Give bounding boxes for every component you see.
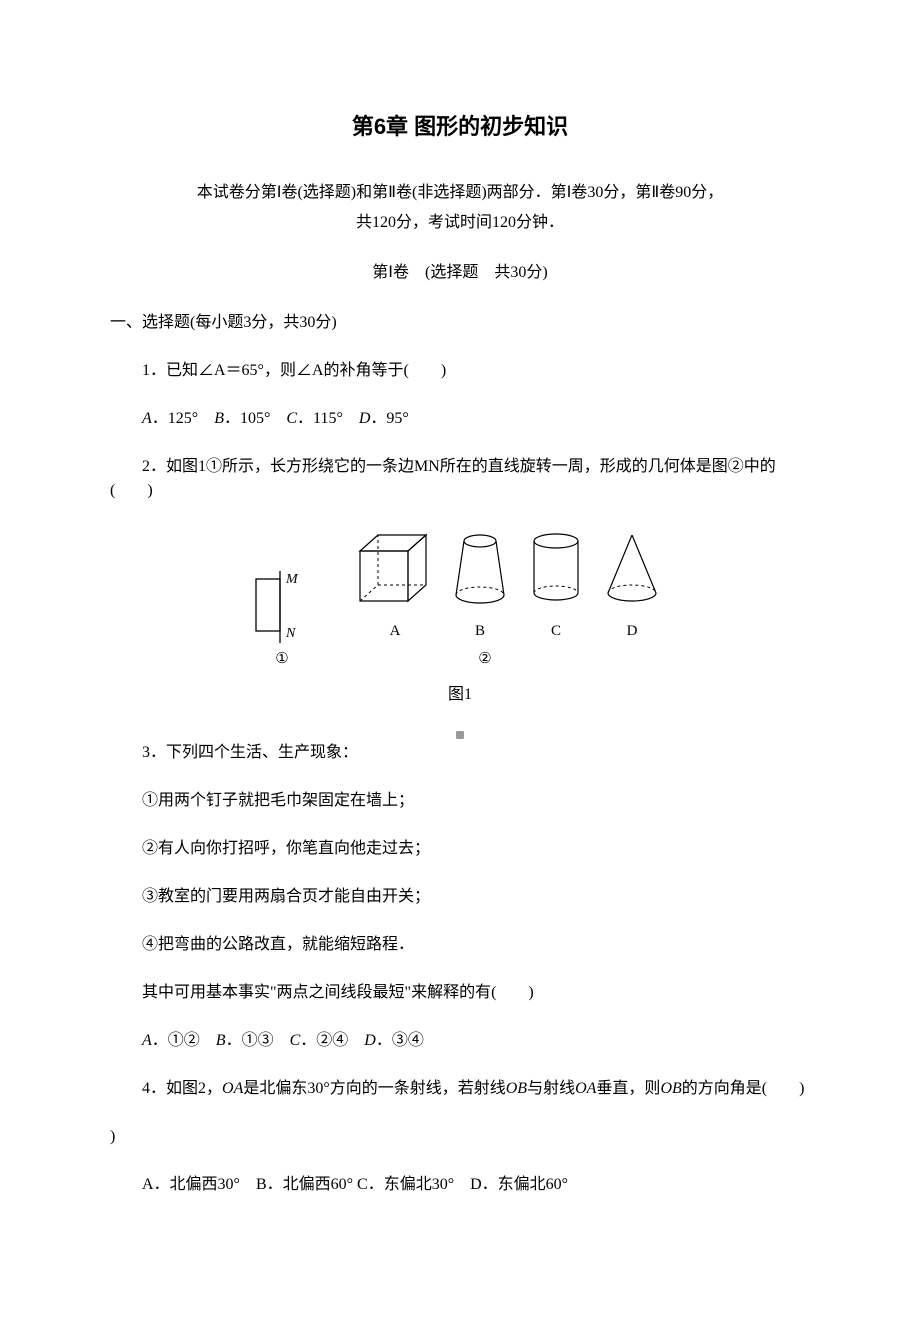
figure-1-caption: 图1 (110, 683, 810, 707)
label-m: M (285, 572, 299, 587)
question-3-text: 3．下列四个生活、生产现象： (110, 741, 810, 765)
question-1-options: A．125° B．105° C．115° D．95° (110, 407, 810, 431)
question-4-options: A．北偏西30° B．北偏西60° C．东偏北30° D．东偏北60° (110, 1173, 810, 1197)
q4-mid1: 是北偏东30°方向的一条射线，若射线 (243, 1080, 505, 1097)
figure-1: M N (110, 527, 810, 671)
question-3-item-2: ②有人向你打招呼，你笔直向他走过去； (110, 837, 810, 861)
frustum-svg (444, 527, 516, 609)
slide-indicator (110, 731, 810, 741)
chapter-title: 第6章 图形的初步知识 (110, 110, 810, 143)
option-letter: D (359, 410, 371, 427)
option-letter: B (214, 410, 224, 427)
figure-1-rect: M N (252, 571, 310, 643)
question-3-item-1: ①用两个钉子就把毛巾架固定在墙上； (110, 789, 810, 813)
question-3-item-4: ④把弯曲的公路改直，就能缩短路程． (110, 933, 810, 957)
q4-ob2: OB (660, 1080, 681, 1097)
option-letter: C (286, 410, 297, 427)
label-a: A (350, 620, 440, 643)
intro-line-2: 共120分，考试时间120分钟． (110, 211, 810, 235)
label-n: N (285, 626, 296, 641)
q4-mid3: 垂直，则 (596, 1080, 660, 1097)
q4-oa2: OA (575, 1080, 596, 1097)
slide-dot-icon (456, 731, 464, 739)
section-1-instruction: 一、选择题(每小题3分，共30分) (110, 311, 810, 335)
label-group-2: ② (449, 648, 521, 671)
question-2-text: 2．如图1①所示，长方形绕它的一条边MN所在的直线旋转一周，形成的几何体是图②中… (110, 455, 810, 503)
label-b: B (444, 620, 516, 643)
cuboid-svg (350, 527, 440, 609)
cylinder-svg (520, 527, 592, 609)
section-1-header: 第Ⅰ卷 (选择题 共30分) (110, 261, 810, 285)
rect-mn-svg: M N (252, 571, 310, 643)
figure-1-group-labels: ① ② (110, 647, 810, 671)
question-4-text: 4．如图2，OA是北偏东30°方向的一条射线，若射线OB与射线OA垂直，则OB的… (110, 1077, 810, 1101)
question-1-text: 1．已知∠A＝65°，则∠A的补角等于( ) (110, 359, 810, 383)
q4-suffix: 的方向角是( ) (682, 1080, 805, 1097)
q4-prefix: 4．如图2， (142, 1080, 222, 1097)
q4-mid2: 与射线 (527, 1080, 575, 1097)
cone-svg (596, 527, 668, 609)
label-group-1: ① (253, 648, 311, 671)
figure-1-options: A B C D (350, 527, 668, 643)
label-c: C (520, 620, 592, 643)
intro-line-1: 本试卷分第Ⅰ卷(选择题)和第Ⅱ卷(非选择题)两部分．第Ⅰ卷30分，第Ⅱ卷90分， (110, 181, 810, 205)
figure-1-option-labels: A B C D (350, 619, 668, 643)
q4-ob1: OB (506, 1080, 527, 1097)
document-page: 第6章 图形的初步知识 本试卷分第Ⅰ卷(选择题)和第Ⅱ卷(非选择题)两部分．第Ⅰ… (0, 0, 920, 1321)
q4-oa: OA (222, 1080, 243, 1097)
option-letter: A (142, 410, 152, 427)
question-4-close-paren: ) (110, 1125, 810, 1149)
question-3-item-3: ③教室的门要用两扇合页才能自由开关； (110, 885, 810, 909)
question-3-options: A．①② B．①③ C．②④ D．③④ (110, 1029, 810, 1053)
question-3-tail: 其中可用基本事实"两点之间线段最短"来解释的有( ) (110, 981, 810, 1005)
label-d: D (596, 620, 668, 643)
